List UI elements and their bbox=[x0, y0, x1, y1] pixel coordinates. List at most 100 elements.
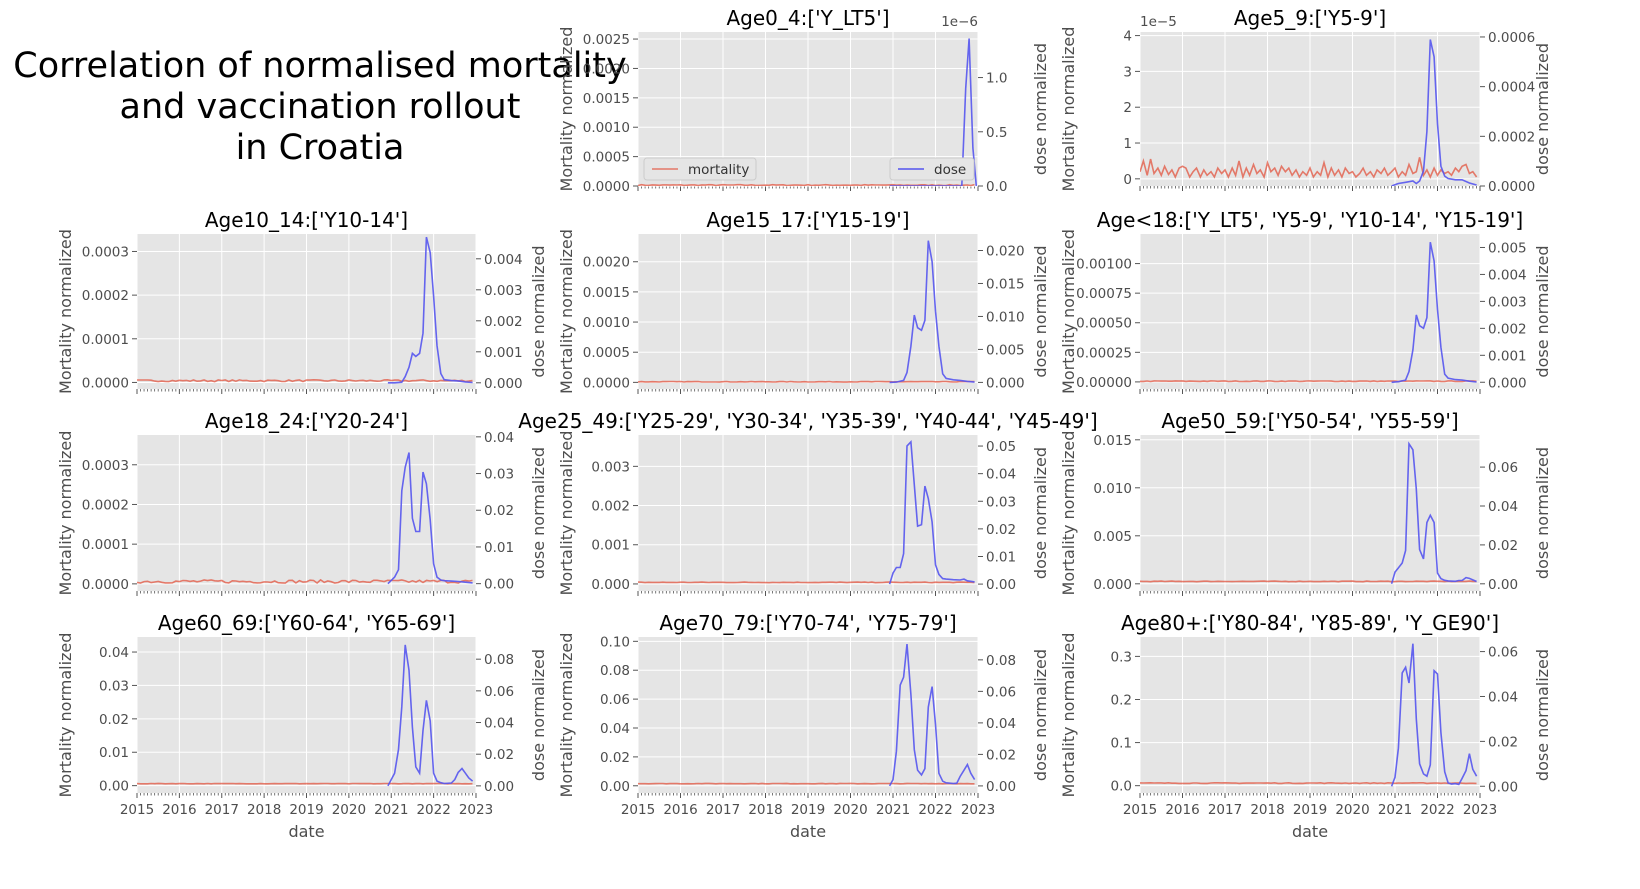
y-tick-label: 0.1 bbox=[1111, 736, 1132, 752]
x-tick-label: 2020 bbox=[833, 802, 867, 818]
y-tick-label: 1 bbox=[1123, 136, 1132, 152]
y-tick-label: 0.0015 bbox=[583, 91, 630, 107]
y-tick-label: 0.00000 bbox=[1076, 375, 1132, 391]
y2-axis-label: dose normalized bbox=[1031, 43, 1050, 175]
y-tick-label: 0.02 bbox=[600, 750, 630, 766]
series-line-mortality bbox=[1140, 380, 1477, 383]
y-tick-label: 0.00 bbox=[600, 779, 630, 795]
y-tick-label: 0.00100 bbox=[1076, 257, 1132, 273]
y2-axis-label: dose normalized bbox=[1031, 245, 1050, 377]
y2-tick-label: 0.00 bbox=[1488, 779, 1518, 795]
x-tick-label: 2018 bbox=[1250, 802, 1284, 818]
y2-tick-label: 0.5 bbox=[986, 125, 1007, 141]
y2-tick-label: 0.0 bbox=[986, 179, 1007, 195]
y2-tick-label: 0.01 bbox=[484, 540, 514, 556]
y2-tick-label: 0.05 bbox=[986, 439, 1016, 455]
series-line-dose bbox=[1391, 39, 1477, 186]
legend-box-dose bbox=[889, 157, 975, 181]
y-tick-label: 0.0020 bbox=[583, 255, 630, 271]
panel-title: Age15_17:['Y15-19'] bbox=[706, 208, 909, 232]
y2-tick-label: 0.010 bbox=[986, 309, 1025, 325]
y2-tick-label: 0.04 bbox=[1488, 689, 1518, 705]
y-tick-label: 0.00 bbox=[99, 779, 129, 795]
y2-tick-label: 0.0004 bbox=[1488, 80, 1535, 96]
y2-tick-label: 0.04 bbox=[986, 716, 1016, 732]
chart-panel-3: 0.0000 0.0001 0.0002 0.0003 0.000 0.001 0.002 0… bbox=[56, 208, 548, 394]
y2-tick-label: 0.004 bbox=[484, 252, 523, 268]
series-line-dose bbox=[387, 452, 473, 585]
panel-title: Age50_59:['Y50-54', 'Y55-59'] bbox=[1161, 409, 1458, 433]
y-tick-label: 2 bbox=[1123, 100, 1132, 116]
y2-tick-label: 0.003 bbox=[484, 283, 523, 299]
x-tick-label: 2017 bbox=[1208, 802, 1242, 818]
y-tick-label: 0.001 bbox=[591, 538, 630, 554]
x-tick-label: 2016 bbox=[162, 802, 196, 818]
x-tick-label: 2018 bbox=[748, 802, 782, 818]
y2-tick-label: 0.00 bbox=[986, 577, 1016, 593]
y-tick-label: 0.10 bbox=[600, 634, 630, 650]
y2-tick-label: 0.04 bbox=[986, 467, 1016, 483]
x-tick-label: 2016 bbox=[1165, 802, 1199, 818]
y2-tick-label: 0.08 bbox=[484, 652, 514, 668]
x-tick-label: 2021 bbox=[876, 802, 910, 818]
y2-tick-label: 0.04 bbox=[484, 430, 514, 446]
y-tick-label: 4 bbox=[1123, 29, 1132, 45]
y2-tick-label: 0.03 bbox=[484, 467, 514, 483]
series-line-mortality bbox=[1140, 157, 1478, 180]
x-tick-label: 2017 bbox=[706, 802, 740, 818]
y2-axis-label: dose normalized bbox=[529, 245, 548, 377]
y2-tick-label: 0.0002 bbox=[1488, 129, 1535, 145]
series-line-mortality bbox=[137, 378, 473, 383]
y2-tick-label: 0.02 bbox=[986, 747, 1016, 763]
series-line-mortality bbox=[1140, 580, 1477, 583]
chart-panel-2: 0 1 2 3 4 0.0000 0.0002 0.0004 0.0006 1e−5 Age5_9:… bbox=[1059, 6, 1552, 195]
y-tick-label: 0.00050 bbox=[1076, 316, 1132, 332]
y-tick-label: 0.00075 bbox=[1076, 286, 1132, 302]
series-line-dose bbox=[888, 644, 976, 787]
chart-panel-4: 0.0000 0.0005 0.0010 0.0015 0.0020 0.000 0.005… bbox=[557, 208, 1050, 394]
y-tick-label: 0.0000 bbox=[82, 375, 129, 391]
y2-tick-label: 0.02 bbox=[1488, 734, 1518, 750]
y2-tick-label: 0.000 bbox=[484, 376, 523, 392]
y-tick-label: 0.0 bbox=[1111, 779, 1132, 795]
y-tick-label: 0.0000 bbox=[583, 375, 630, 391]
y2-axis-label: dose normalized bbox=[1031, 447, 1050, 579]
x-tick-label: 2020 bbox=[1335, 802, 1369, 818]
legend-label-dose: dose bbox=[934, 162, 966, 178]
y-tick-label: 0.015 bbox=[1093, 433, 1132, 449]
chart-panel-10: 2015 2016 2017 2018 2019 2020 2021 2022 2023 0.00… bbox=[557, 611, 1050, 841]
y-tick-label: 0.0002 bbox=[82, 288, 129, 304]
chart-panel-7: 0.000 0.001 0.002 0.003 0.00 0.01 0.02 0.03 0.04… bbox=[518, 409, 1098, 596]
y-tick-label: 0.010 bbox=[1093, 481, 1132, 497]
x-tick-label: 2022 bbox=[1420, 802, 1454, 818]
y-tick-label: 0.0002 bbox=[82, 497, 129, 513]
panel-title: Age70_79:['Y70-74', 'Y75-79'] bbox=[659, 611, 956, 635]
y-tick-label: 0.000 bbox=[1093, 577, 1132, 593]
y2-tick-label: 0.06 bbox=[1488, 645, 1518, 661]
y-tick-label: 0.04 bbox=[99, 645, 129, 661]
panel-title: Age60_69:['Y60-64', 'Y65-69'] bbox=[158, 611, 455, 635]
y-tick-label: 0.0025 bbox=[583, 32, 630, 48]
series-line-dose bbox=[1391, 241, 1477, 384]
y2-tick-label: 0.004 bbox=[1488, 267, 1527, 283]
y-tick-label: 0.000 bbox=[591, 577, 630, 593]
y-axis-label: Mortality normalized bbox=[1059, 27, 1078, 192]
y2-tick-label: 0.01 bbox=[986, 549, 1016, 565]
x-tick-label: 2023 bbox=[961, 802, 995, 818]
chart-panel-11: 2015 2016 2017 2018 2019 2020 2021 2022 20230.00… bbox=[1059, 611, 1552, 841]
y2-axis-label: dose normalized bbox=[1533, 447, 1552, 579]
y-tick-label: 0.00025 bbox=[1076, 345, 1132, 361]
y-tick-label: 0.0003 bbox=[82, 244, 129, 260]
y2-tick-label: 0.00 bbox=[1488, 577, 1518, 593]
chart-panel-5: 0.00000 0.00025 0.00050 0.00075 0.00100 0.000… bbox=[1059, 208, 1552, 394]
y2-tick-label: 0.005 bbox=[1488, 240, 1527, 256]
y-tick-label: 0.0015 bbox=[583, 285, 630, 301]
y2-tick-label: 0.08 bbox=[986, 653, 1016, 669]
y2-axis-label: dose normalized bbox=[1031, 649, 1050, 781]
y-tick-label: 0.03 bbox=[99, 678, 129, 694]
panel-title: Age25_49:['Y25-29', 'Y30-34', 'Y35-39', … bbox=[518, 409, 1097, 433]
y-tick-label: 0.04 bbox=[600, 721, 630, 737]
y2-tick-label: 0.06 bbox=[1488, 460, 1518, 476]
y-axis-label: Mortality normalized bbox=[56, 633, 75, 798]
y2-tick-label: 0.0006 bbox=[1488, 30, 1535, 46]
